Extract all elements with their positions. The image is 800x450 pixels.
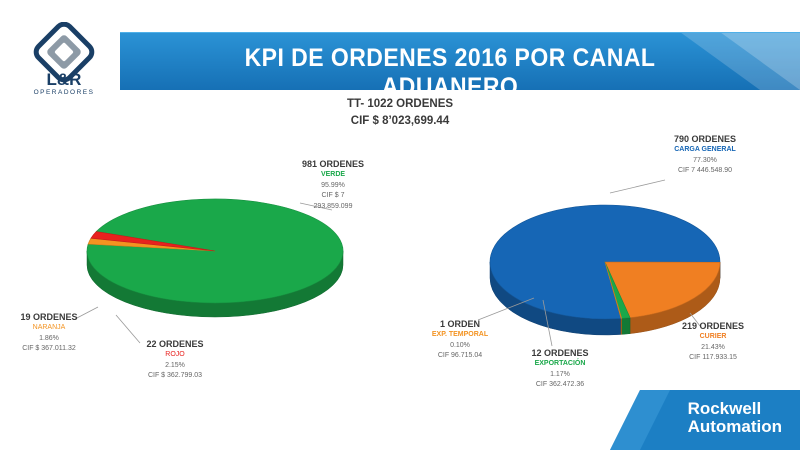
label-verde: 981 ORDENES VERDE 95.99% CIF $ 7 293.859… xyxy=(301,159,365,210)
leader-naranja xyxy=(74,306,99,320)
leader-carga-general xyxy=(609,179,666,194)
label-curier: 219 ORDENES CURIER 21.43% CIF 117.933.15 xyxy=(681,321,745,361)
leader-rojo xyxy=(115,314,141,344)
logo-subtitle: OPERADORES xyxy=(33,89,95,96)
pie0-slice-rojo xyxy=(90,231,216,252)
label-exp-temporal: 1 ORDEN EXP. TEMPORAL 0.10% CIF 96.715.0… xyxy=(431,319,489,359)
label-naranja: 19 ORDENES NARANJA 1.86% CIF $ 367.011.3… xyxy=(20,312,78,352)
pie1-side-exp-temporal xyxy=(620,318,622,335)
title-banner xyxy=(120,32,800,90)
leader-exportacion xyxy=(542,299,553,347)
pie1-slice-curier xyxy=(604,261,721,318)
total-cif: CIF $ 8’023,699.44 xyxy=(350,115,450,127)
pie1-slice-carga-general xyxy=(489,204,721,320)
company-logo xyxy=(33,22,95,83)
leader-exp-temporal xyxy=(477,297,535,321)
leader-verde xyxy=(299,202,333,211)
page-title: KPI DE ORDENES 2016 POR CANAL ADUANERO xyxy=(244,44,656,101)
pie1-side-exportaci-n xyxy=(621,317,631,335)
label-rojo: 22 ORDENES ROJO 2.15% CIF $ 362.799.03 xyxy=(146,339,204,379)
label-carga-general: 790 ORDENES CARGA GENERAL 77.30% CIF 7 4… xyxy=(673,134,737,174)
label-exportacion: 12 ORDENES EXPORTACIÓN 1.17% CIF 362.472… xyxy=(531,348,589,388)
logo-name: L&R xyxy=(46,70,82,89)
total-orders: TT- 1022 ORDENES xyxy=(346,98,454,110)
brand-corner xyxy=(610,390,800,450)
brand-logo: Rockwell Automation xyxy=(687,399,782,436)
leader-curier xyxy=(689,312,701,327)
pie1-slice-exp-temporal xyxy=(604,261,623,319)
